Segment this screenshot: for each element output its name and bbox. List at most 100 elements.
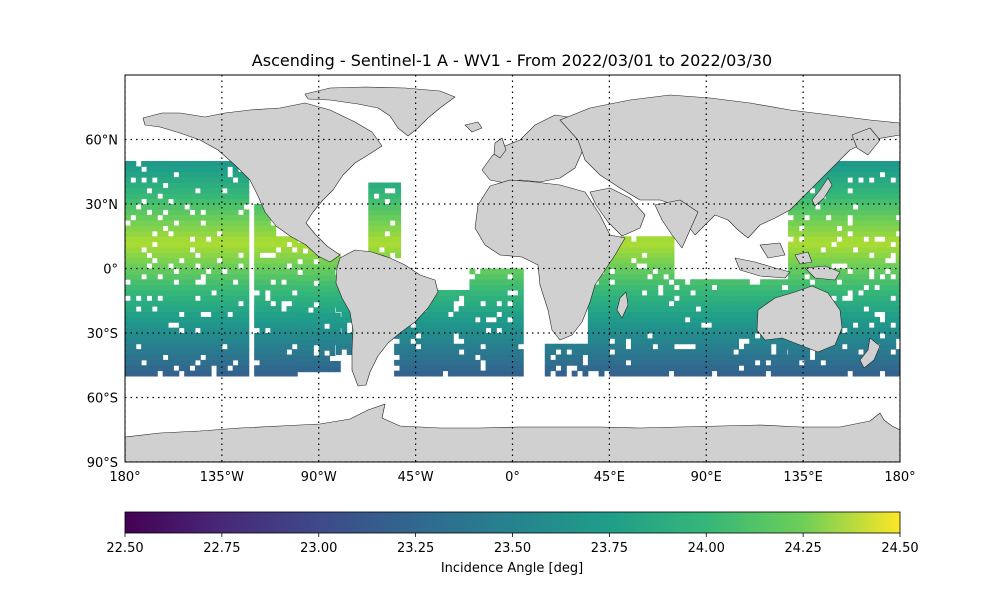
- data-cell: [890, 236, 897, 243]
- data-cell: [760, 300, 766, 307]
- data-cell: [431, 333, 438, 339]
- data-cell: [130, 225, 137, 232]
- data-cell: [496, 284, 503, 291]
- data-cell: [243, 187, 250, 194]
- data-cell: [836, 204, 843, 210]
- data-cell: [211, 257, 217, 264]
- data-cell: [368, 214, 375, 221]
- data-cell: [141, 349, 148, 355]
- data-cell: [598, 338, 605, 345]
- data-cell: [168, 311, 174, 318]
- data-cell: [426, 333, 433, 339]
- data-cell: [770, 354, 777, 361]
- data-cell: [614, 333, 621, 339]
- data-cell: [598, 322, 605, 329]
- data-cell: [852, 177, 859, 183]
- data-cell: [141, 311, 148, 318]
- data-cell: [593, 316, 600, 323]
- data-cell: [168, 295, 174, 302]
- data-cell: [368, 204, 375, 210]
- data-cell: [630, 268, 637, 275]
- data-cell: [368, 241, 375, 248]
- new-zealand: [859, 337, 881, 369]
- data-cell: [647, 236, 653, 243]
- data-cell: [421, 354, 427, 361]
- data-cell: [858, 300, 864, 307]
- data-cell: [852, 365, 859, 372]
- data-cell: [841, 273, 848, 280]
- data-cell: [135, 171, 142, 178]
- data-cell: [135, 354, 142, 361]
- data-cell: [636, 343, 643, 350]
- data-cell: [690, 327, 696, 334]
- data-cell: [847, 365, 854, 372]
- data-cell: [302, 360, 309, 367]
- data-cell: [852, 306, 859, 312]
- data-cell: [205, 349, 212, 355]
- data-cell: [211, 236, 217, 243]
- data-cell: [555, 359, 562, 366]
- data-cell: [135, 187, 142, 194]
- data-cell: [264, 306, 271, 312]
- data-cell: [335, 290, 342, 296]
- data-cell: [577, 359, 583, 366]
- data-cell: [254, 204, 261, 210]
- data-cell: [890, 370, 897, 377]
- data-cell: [847, 198, 854, 205]
- data-cell: [820, 236, 827, 243]
- data-cell: [474, 338, 481, 345]
- data-cell: [614, 354, 621, 361]
- data-cell: [874, 225, 881, 232]
- data-cell: [831, 257, 837, 264]
- data-cell: [722, 349, 729, 355]
- data-cell: [384, 236, 391, 243]
- data-cell: [501, 279, 508, 286]
- data-cell: [264, 236, 271, 243]
- data-cell: [814, 241, 821, 248]
- data-cell: [874, 370, 881, 377]
- data-cell: [512, 338, 519, 345]
- data-cell: [847, 311, 854, 318]
- data-cell: [652, 333, 659, 339]
- data-cell: [636, 290, 643, 296]
- data-cell: [437, 300, 444, 307]
- data-cell: [329, 344, 336, 351]
- data-cell: [313, 296, 320, 303]
- data-cell: [178, 354, 185, 361]
- data-cell: [804, 354, 811, 361]
- data-cell: [863, 263, 870, 269]
- data-cell: [517, 349, 524, 355]
- data-cell: [130, 316, 137, 323]
- data-cell: [884, 198, 891, 205]
- data-cell: [281, 247, 287, 253]
- data-cell: [657, 316, 664, 323]
- data-cell: [157, 247, 164, 253]
- data-cell: [738, 306, 745, 312]
- data-cell: [264, 263, 271, 269]
- data-cell: [641, 359, 648, 366]
- data-cell: [480, 327, 487, 334]
- data-cell: [485, 311, 492, 318]
- data-cell: [804, 247, 811, 253]
- data-cell: [130, 220, 137, 226]
- data-cell: [868, 171, 875, 178]
- data-cell: [630, 241, 637, 248]
- data-cell: [232, 327, 239, 334]
- data-cell: [184, 252, 191, 259]
- data-cell: [238, 306, 244, 312]
- data-cell: [863, 193, 870, 200]
- data-cell: [743, 370, 750, 377]
- data-cell: [307, 344, 314, 351]
- data-cell: [722, 333, 729, 339]
- data-cell: [657, 241, 664, 248]
- data-cell: [668, 295, 675, 302]
- data-cell: [125, 290, 131, 296]
- data-cell: [717, 349, 723, 355]
- data-cell: [804, 268, 811, 275]
- data-cell: [641, 333, 648, 339]
- data-cell: [221, 209, 228, 216]
- colorbar-tick-label: 23.25: [397, 541, 434, 556]
- data-cell: [178, 359, 185, 366]
- data-cell: [754, 284, 761, 291]
- data-cell: [717, 322, 723, 329]
